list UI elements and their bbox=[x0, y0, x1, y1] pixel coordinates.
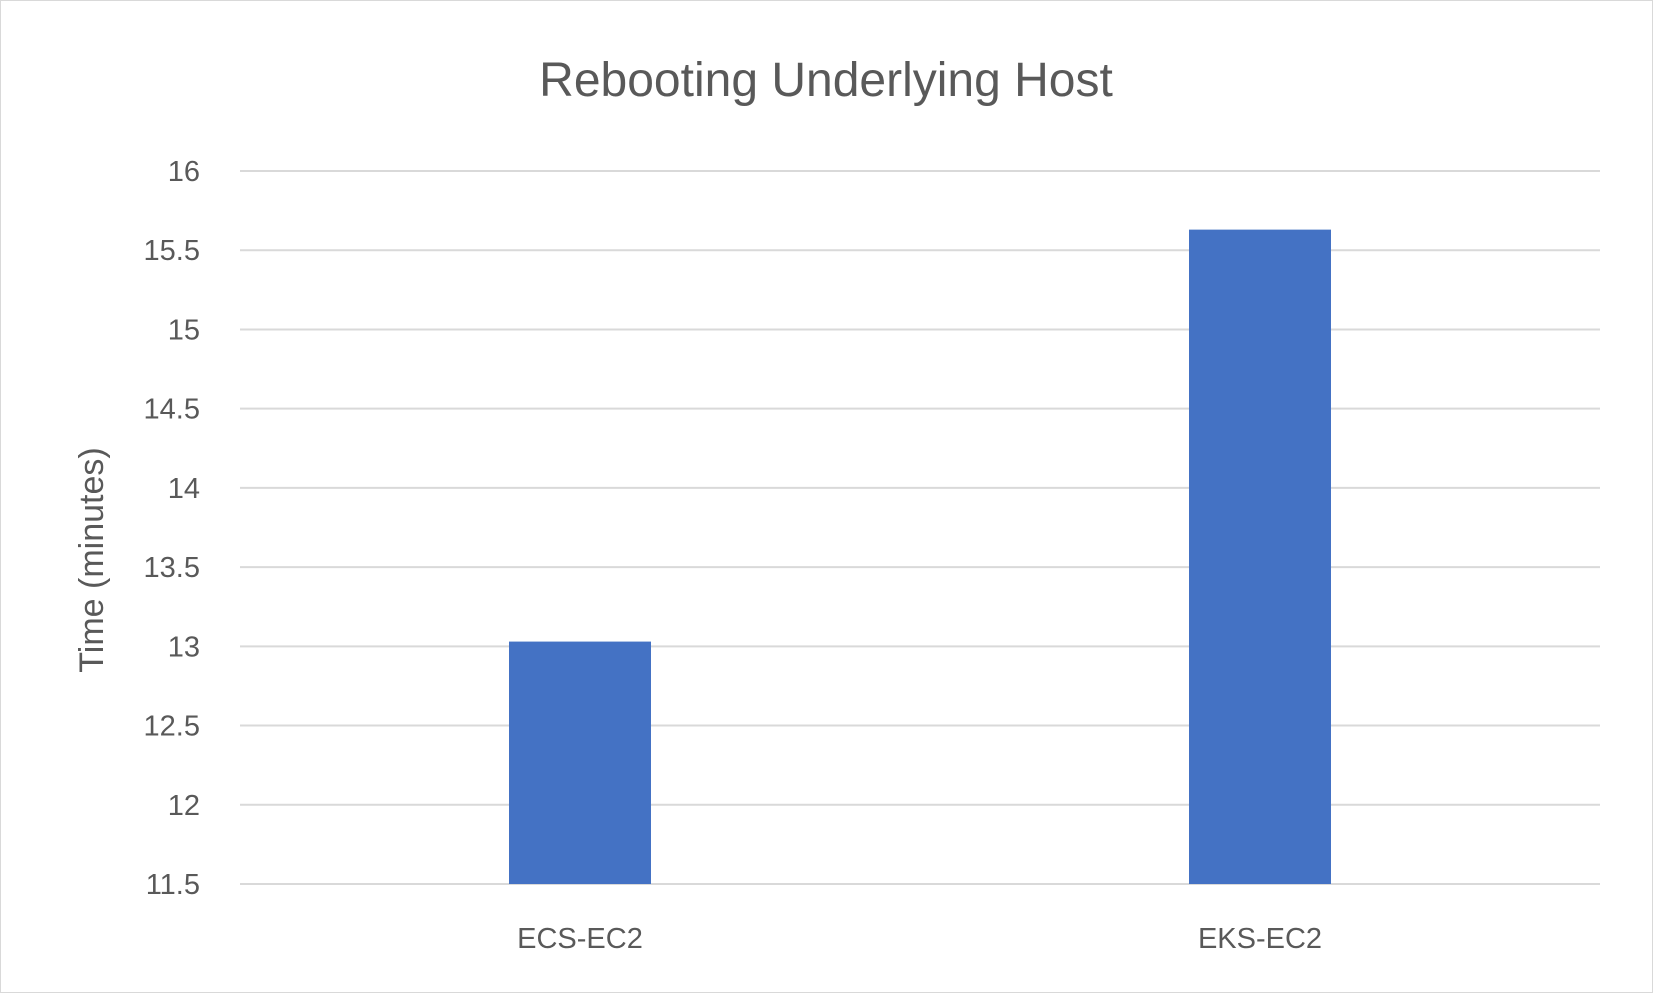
bars bbox=[509, 229, 1331, 884]
y-tick-label: 12.5 bbox=[144, 711, 200, 743]
bar-eks-ec2 bbox=[1189, 229, 1331, 884]
bar-ecs-ec2 bbox=[509, 641, 651, 884]
y-tick-label: 13 bbox=[168, 631, 200, 663]
x-category-label: EKS-EC2 bbox=[1198, 923, 1322, 955]
y-axis-ticks: 11.5 12 12.5 13 13.5 14 14.5 15 15.5 16 bbox=[144, 156, 200, 901]
y-tick-label: 11.5 bbox=[146, 869, 200, 901]
y-tick-label: 13.5 bbox=[144, 552, 200, 584]
y-tick-label: 16 bbox=[168, 156, 200, 188]
y-tick-label: 14.5 bbox=[144, 394, 200, 426]
x-axis-categories: ECS-EC2 EKS-EC2 bbox=[517, 923, 1322, 955]
y-tick-label: 15.5 bbox=[144, 235, 200, 267]
y-axis-label: Time (minutes) bbox=[73, 447, 111, 672]
gridlines bbox=[240, 170, 1600, 885]
y-tick-label: 15 bbox=[168, 314, 200, 346]
x-category-label: ECS-EC2 bbox=[517, 923, 643, 955]
y-tick-label: 12 bbox=[168, 790, 200, 822]
chart-title: Rebooting Underlying Host bbox=[539, 54, 1113, 107]
y-tick-label: 14 bbox=[168, 473, 200, 505]
